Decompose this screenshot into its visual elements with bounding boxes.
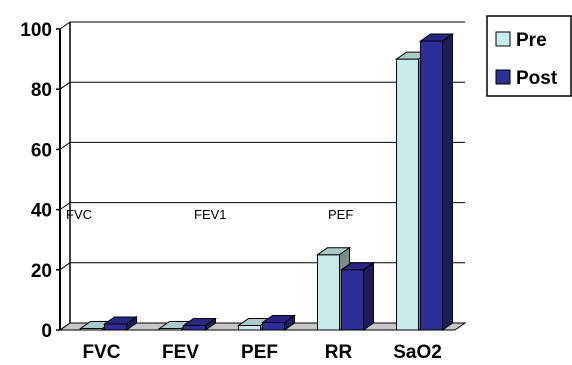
annotation-fev1: FEV1 — [194, 207, 227, 222]
x-axis: FVC FEV PEF RR SaO2 — [83, 342, 442, 363]
y-tick-connector — [59, 262, 71, 271]
x-tick-label-fvc: FVC — [83, 342, 121, 363]
legend-label-post: Post — [516, 68, 558, 89]
y-tick-connector — [59, 202, 71, 211]
x-tick-label-pef: PEF — [241, 342, 278, 363]
bar-front-pre-pef — [238, 324, 261, 331]
y-tick-connector — [59, 322, 71, 331]
bar-front-post-fev — [183, 324, 206, 331]
legend-swatch-post — [495, 69, 511, 85]
y-tick-label: 0 — [41, 321, 52, 342]
bar-side-post-fev — [205, 317, 216, 331]
legend: Pre Post — [486, 15, 572, 97]
y-tick-connector — [59, 81, 71, 90]
y-tick-label: 40 — [31, 201, 52, 222]
x-tick-label-fev: FEV — [162, 342, 199, 363]
y-tick-label: 100 — [20, 20, 52, 41]
bar-front-pre-rr — [317, 254, 340, 331]
annotation-fvc: FVC — [66, 207, 92, 222]
y-tick-connector — [59, 141, 71, 150]
x-tick-label-rr: RR — [325, 342, 353, 363]
legend-swatch-pre — [495, 31, 511, 47]
annotation-pef: PEF — [328, 207, 353, 222]
bar-side-post-sao2 — [442, 33, 453, 331]
bars — [78, 33, 455, 331]
x-tick-label-sao2: SaO2 — [393, 342, 442, 363]
bar-side-post-rr — [363, 261, 374, 331]
bar-front-post-fvc — [104, 323, 127, 331]
y-axis: 0 20 40 60 80 100 — [20, 20, 71, 342]
bar-front-post-sao2 — [420, 40, 443, 331]
bar-front-post-pef — [262, 321, 285, 331]
bar-side-post-pef — [284, 314, 295, 331]
y-tick-label: 80 — [31, 80, 52, 101]
legend-label-pre: Pre — [516, 30, 547, 51]
bar-front-pre-sao2 — [396, 58, 419, 331]
y-tick-label: 20 — [31, 261, 52, 282]
y-tick-connector — [59, 21, 71, 30]
annotations: FVC FEV1 PEF — [66, 207, 353, 222]
bar-front-post-rr — [341, 269, 364, 331]
bar-side-post-fvc — [126, 316, 137, 331]
y-tick-label: 60 — [31, 140, 52, 161]
